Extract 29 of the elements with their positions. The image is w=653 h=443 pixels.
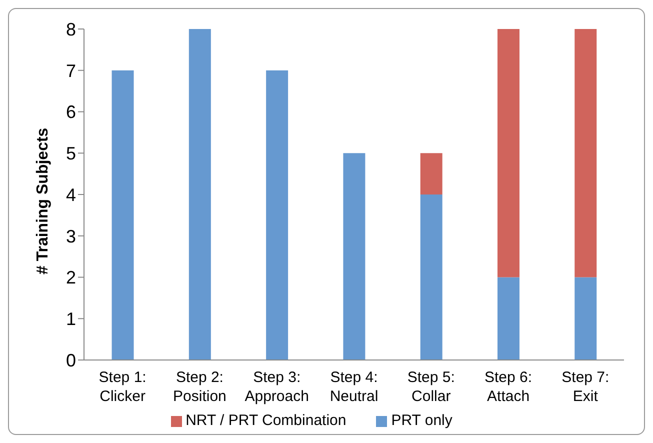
bar <box>343 153 366 360</box>
x-tick-label: Step 5: Collar <box>407 369 455 405</box>
bar <box>112 70 134 360</box>
y-tick-label: 1 <box>66 309 76 330</box>
bar <box>574 29 597 278</box>
x-tick-label: Step 1: Clicker <box>98 369 146 405</box>
y-tick-label: 8 <box>66 19 76 40</box>
y-tick-label: 4 <box>66 184 76 205</box>
y-tick-label: 2 <box>66 268 76 288</box>
y-tick-label: 6 <box>66 102 76 122</box>
bar <box>574 277 597 360</box>
y-axis-title: # Training Subjects <box>34 128 52 274</box>
x-tick-label: Step 2: Position <box>173 369 226 405</box>
x-tick-label: Step 3: Approach <box>244 369 309 405</box>
bar <box>420 194 442 360</box>
bar <box>497 29 520 278</box>
bar <box>420 153 442 194</box>
y-tick-label: 3 <box>66 226 76 246</box>
x-tick-label: Step 6: Attach <box>484 369 532 405</box>
x-tick-label: Step 4: Neutral <box>330 369 378 405</box>
y-tick-label: 0 <box>66 350 76 370</box>
legend-label: PRT only <box>391 412 452 429</box>
bar <box>497 277 520 360</box>
y-tick-label: 5 <box>66 144 76 164</box>
x-tick-label: Step 7: Exit <box>562 369 610 405</box>
bar <box>266 70 288 360</box>
y-tick-label: 7 <box>66 60 76 81</box>
bar <box>188 29 211 360</box>
legend-label: NRT / PRT Combination <box>186 412 346 429</box>
